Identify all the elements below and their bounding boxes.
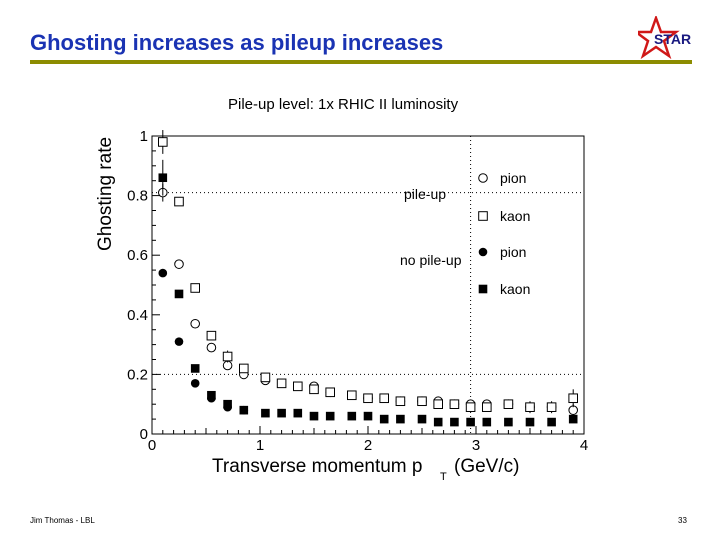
- data-point: [158, 137, 168, 147]
- data-point: [466, 417, 475, 427]
- data-point: [347, 390, 357, 401]
- data-point: [363, 411, 373, 421]
- y-tick-label: 0.6: [127, 247, 148, 264]
- data-point: [260, 372, 271, 383]
- data-point: [174, 337, 184, 346]
- data-point: [449, 399, 460, 409]
- x-tick-label: 1: [256, 437, 264, 454]
- data-point: [395, 396, 406, 407]
- y-tick-label: 1: [140, 128, 148, 145]
- footer-author: Jim Thomas - LBL: [30, 516, 95, 525]
- data-point: [158, 268, 168, 278]
- data-point: [482, 417, 492, 427]
- x-tick-label: 3: [472, 437, 480, 454]
- data-point: [433, 417, 443, 427]
- x-tick-label: 0: [148, 437, 156, 454]
- data-point: [325, 411, 335, 421]
- x-tick-label: 4: [580, 437, 588, 454]
- star-logo-text: STAR: [654, 31, 691, 47]
- data-point: [482, 402, 492, 412]
- data-point: [239, 405, 249, 415]
- data-point: [223, 399, 232, 409]
- data-point: [568, 414, 578, 424]
- series-pile-up-kaon: [158, 130, 579, 414]
- data-point: [293, 408, 303, 418]
- data-point: [547, 417, 556, 427]
- data-point: [174, 289, 184, 299]
- data-point: [525, 417, 535, 427]
- data-point: [276, 378, 287, 389]
- data-point: [325, 387, 335, 398]
- y-tick-label: 0: [140, 426, 148, 443]
- data-point: [190, 379, 200, 388]
- data-point: [190, 364, 200, 373]
- data-point: [363, 393, 373, 404]
- title-rule: [30, 60, 692, 64]
- y-tick-label: 0.4: [127, 307, 148, 324]
- data-point: [174, 259, 184, 269]
- data-point: [396, 414, 405, 424]
- data-point: [347, 411, 357, 421]
- legend-marker: [478, 247, 488, 257]
- data-point: [207, 390, 216, 400]
- data-point: [417, 414, 427, 424]
- legend-marker: [478, 173, 488, 183]
- slide-title: Ghosting increases as pileup increases: [30, 30, 444, 55]
- data-point: [309, 411, 319, 421]
- data-point: [222, 351, 233, 362]
- data-point: [379, 393, 389, 404]
- data-point: [261, 408, 270, 418]
- legend-label: pion: [500, 170, 526, 186]
- star-logo-icon: [638, 16, 680, 60]
- data-point: [417, 396, 427, 407]
- legend-group-label: pile-up: [404, 186, 446, 202]
- data-point: [525, 402, 535, 412]
- data-point: [465, 402, 476, 412]
- x-axis-label-subscript: T: [440, 471, 447, 483]
- data-point: [568, 393, 579, 404]
- data-point: [206, 342, 217, 353]
- legend-marker: [478, 284, 488, 294]
- data-point: [277, 408, 286, 418]
- legend-group-label: no pile-up: [400, 252, 462, 268]
- data-point: [293, 381, 303, 392]
- x-tick-label: 2: [364, 437, 372, 454]
- x-axis-label-unit: (GeV/c): [454, 456, 519, 477]
- data-point: [433, 399, 443, 409]
- x-axis-label: Transverse momentum p: [212, 456, 422, 477]
- legend-label: kaon: [500, 281, 530, 297]
- data-point: [158, 173, 168, 183]
- series-no-pile-up-pion: [158, 268, 249, 415]
- data-point: [206, 330, 217, 341]
- data-point: [450, 417, 459, 427]
- legend-label: kaon: [500, 208, 530, 224]
- legend-label: pion: [500, 244, 526, 260]
- data-point: [174, 196, 184, 207]
- data-point: [309, 384, 319, 395]
- data-point: [190, 318, 200, 329]
- legend-marker: [478, 211, 488, 221]
- y-axis-label: Ghosting rate: [95, 137, 116, 251]
- y-tick-label: 0.8: [127, 188, 148, 205]
- data-point: [379, 414, 389, 424]
- data-point: [503, 399, 514, 409]
- y-tick-label: 0.2: [127, 366, 148, 383]
- data-point: [190, 283, 200, 293]
- star-logo: STAR: [638, 16, 691, 60]
- data-point: [504, 417, 513, 427]
- page-number: 33: [678, 516, 687, 525]
- data-point: [546, 402, 557, 412]
- data-point: [239, 363, 249, 374]
- series-no-pile-up-kaon: [158, 159, 578, 427]
- chart-title: Pile-up level: 1x RHIC II luminosity: [228, 96, 459, 113]
